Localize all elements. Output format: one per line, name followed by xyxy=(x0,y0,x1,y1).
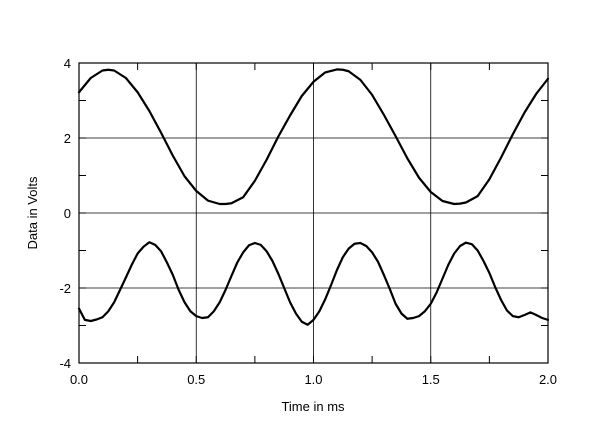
series-line-2 xyxy=(77,241,550,326)
y-tick-label: 4 xyxy=(64,56,71,71)
y-tick-label: -4 xyxy=(59,356,71,371)
y-tick-label: -2 xyxy=(59,281,71,296)
y-tick-label: 0 xyxy=(64,206,71,221)
x-tick-label: 0.0 xyxy=(70,372,88,387)
y-tick-labels: -4 -2 0 2 4 xyxy=(59,56,71,371)
grid-lines xyxy=(79,63,548,363)
x-tick-label: 1.0 xyxy=(304,372,322,387)
series-lines xyxy=(77,68,550,326)
plot-frame xyxy=(78,62,549,364)
y-tick-label: 2 xyxy=(64,131,71,146)
x-tick-label: 1.5 xyxy=(422,372,440,387)
x-tick-labels: 0.0 0.5 1.0 1.5 2.0 xyxy=(70,372,557,387)
y-axis-label: Data in Volts xyxy=(25,176,40,249)
x-axis-label: Time in ms xyxy=(281,399,345,414)
series-line-1 xyxy=(77,68,550,206)
x-tick-label: 2.0 xyxy=(539,372,557,387)
x-tick-label: 0.5 xyxy=(187,372,205,387)
